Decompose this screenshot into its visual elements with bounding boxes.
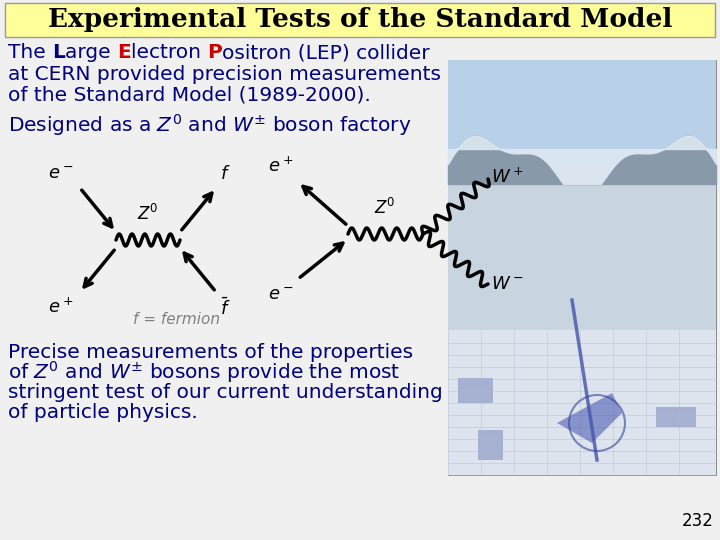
FancyBboxPatch shape <box>458 378 493 403</box>
Text: $e^+$: $e^+$ <box>48 297 74 316</box>
Text: $Z^0$: $Z^0$ <box>138 204 159 224</box>
Text: f = fermion: f = fermion <box>133 313 220 327</box>
Text: 232: 232 <box>682 512 714 530</box>
Text: of particle physics.: of particle physics. <box>8 402 198 422</box>
Text: ositron (LEP) collider: ositron (LEP) collider <box>222 44 430 63</box>
Text: of the Standard Model (1989-2000).: of the Standard Model (1989-2000). <box>8 85 371 105</box>
Text: L: L <box>52 44 65 63</box>
Text: $Z^0$: $Z^0$ <box>374 198 396 218</box>
Polygon shape <box>557 393 622 443</box>
FancyBboxPatch shape <box>656 407 696 427</box>
Text: $f$: $f$ <box>220 165 230 183</box>
Text: arge: arge <box>65 44 117 63</box>
Text: stringent test of our current understanding: stringent test of our current understand… <box>8 382 443 402</box>
FancyBboxPatch shape <box>5 3 715 37</box>
FancyBboxPatch shape <box>448 330 716 475</box>
Text: Experimental Tests of the Standard Model: Experimental Tests of the Standard Model <box>48 8 672 32</box>
FancyBboxPatch shape <box>478 430 503 460</box>
Text: P: P <box>207 44 222 63</box>
Text: Precise measurements of the properties: Precise measurements of the properties <box>8 342 413 361</box>
Text: of $Z^0$ and $W^{\pm}$ bosons provide the most: of $Z^0$ and $W^{\pm}$ bosons provide th… <box>8 359 400 385</box>
FancyBboxPatch shape <box>448 60 716 475</box>
Text: $\bar{f}$: $\bar{f}$ <box>220 297 230 319</box>
Text: E: E <box>117 44 131 63</box>
FancyBboxPatch shape <box>448 169 716 355</box>
Text: $e^-$: $e^-$ <box>48 165 74 183</box>
FancyBboxPatch shape <box>448 60 716 184</box>
Text: lectron: lectron <box>131 44 207 63</box>
Text: $W^+$: $W^+$ <box>491 167 523 187</box>
Text: at CERN provided precision measurements: at CERN provided precision measurements <box>8 64 441 84</box>
Text: The: The <box>8 44 52 63</box>
Text: Designed as a $Z^0$ and $W^{\pm}$ boson factory: Designed as a $Z^0$ and $W^{\pm}$ boson … <box>8 112 412 138</box>
Text: $W^-$: $W^-$ <box>491 275 523 293</box>
Text: $e^+$: $e^+$ <box>269 157 294 176</box>
Text: $e^-$: $e^-$ <box>269 286 294 304</box>
